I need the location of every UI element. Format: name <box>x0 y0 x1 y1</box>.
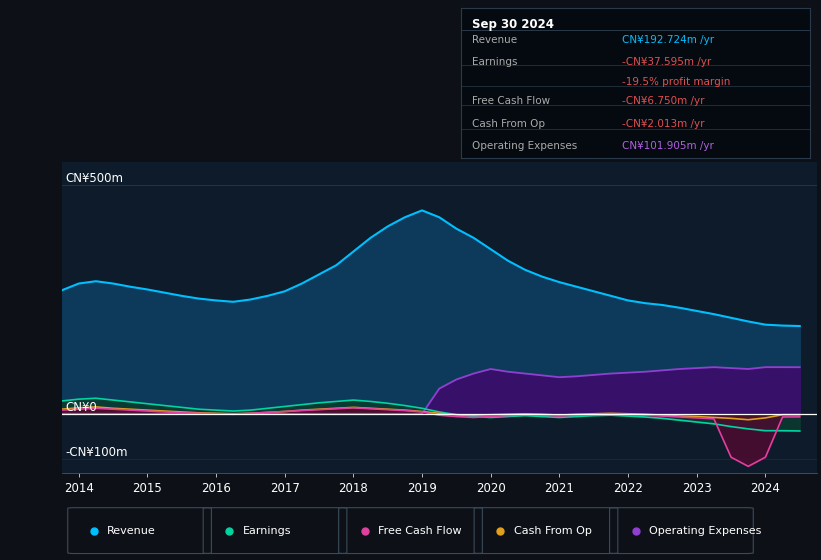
Text: CN¥192.724m /yr: CN¥192.724m /yr <box>622 35 714 45</box>
Text: Earnings: Earnings <box>242 526 291 535</box>
Text: -CN¥2.013m /yr: -CN¥2.013m /yr <box>622 119 704 129</box>
Text: Earnings: Earnings <box>472 57 517 67</box>
Text: -CN¥100m: -CN¥100m <box>65 446 127 460</box>
Text: Cash From Op: Cash From Op <box>514 526 591 535</box>
Text: Revenue: Revenue <box>472 35 517 45</box>
Text: Cash From Op: Cash From Op <box>472 119 545 129</box>
Text: Sep 30 2024: Sep 30 2024 <box>472 18 554 31</box>
Text: CN¥500m: CN¥500m <box>65 172 123 185</box>
Text: -CN¥6.750m /yr: -CN¥6.750m /yr <box>622 96 704 106</box>
Text: Operating Expenses: Operating Expenses <box>472 142 577 151</box>
Text: CN¥101.905m /yr: CN¥101.905m /yr <box>622 142 713 151</box>
Text: CN¥0: CN¥0 <box>65 401 97 414</box>
Text: Operating Expenses: Operating Expenses <box>649 526 761 535</box>
Text: Free Cash Flow: Free Cash Flow <box>472 96 550 106</box>
Text: Free Cash Flow: Free Cash Flow <box>378 526 461 535</box>
Text: -CN¥37.595m /yr: -CN¥37.595m /yr <box>622 57 711 67</box>
Text: Revenue: Revenue <box>107 526 156 535</box>
Text: -19.5% profit margin: -19.5% profit margin <box>622 77 731 87</box>
